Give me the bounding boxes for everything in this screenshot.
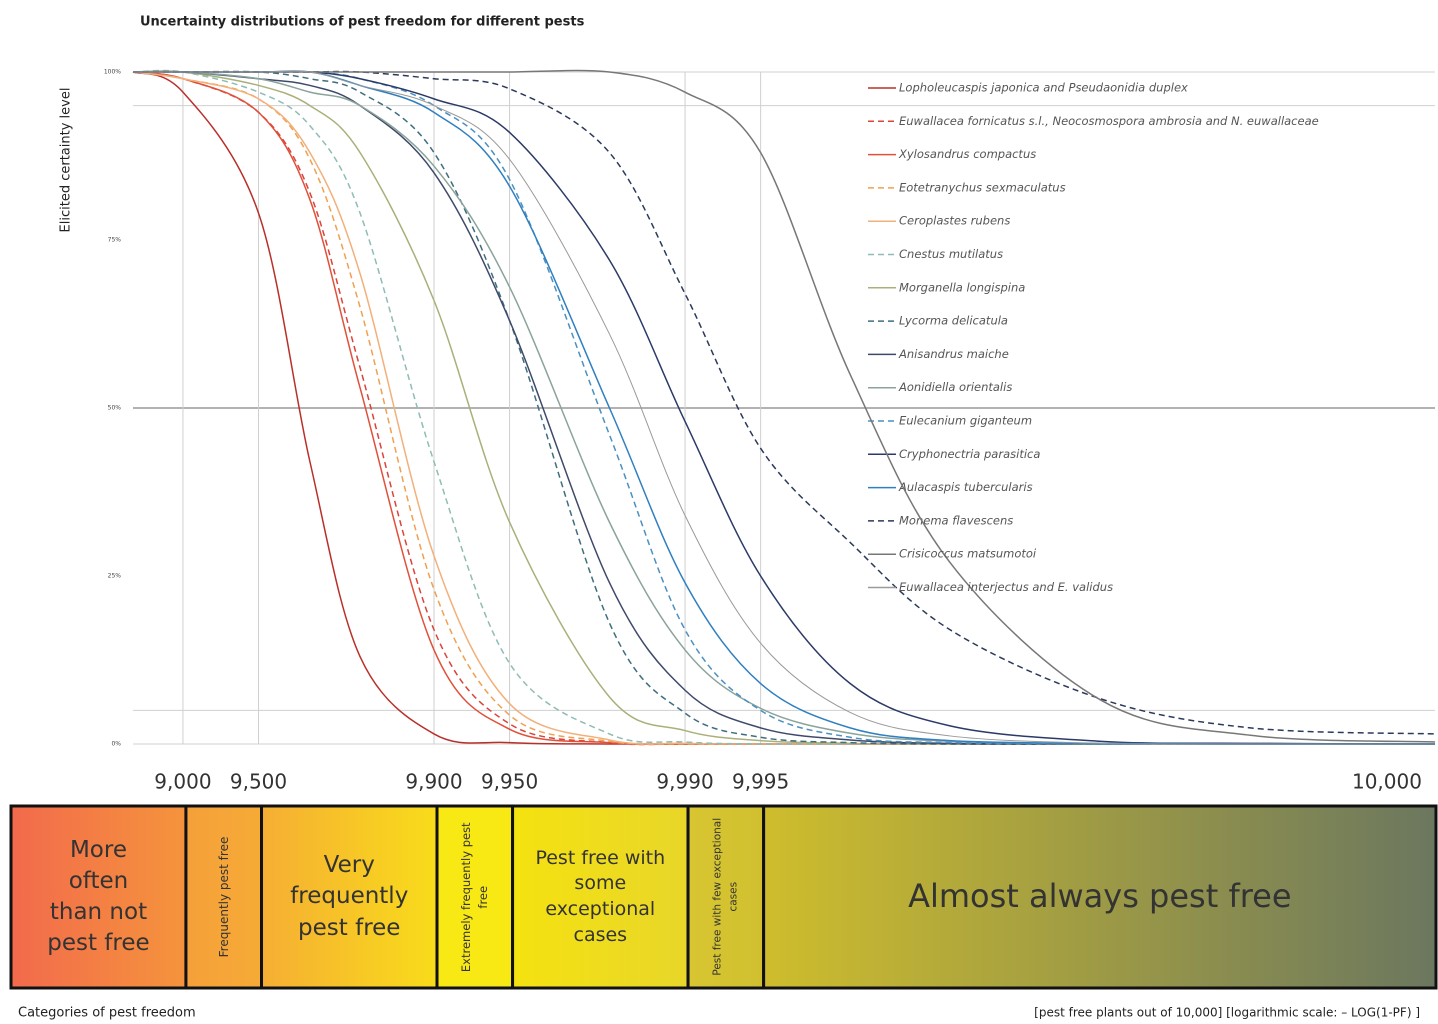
- x-tick-label: 9,900: [405, 770, 462, 794]
- y-tick-label: 75%: [108, 237, 122, 244]
- legend-label: Ceroplastes rubens: [899, 214, 1010, 228]
- y-tick-label: 25%: [108, 573, 122, 580]
- y-tick-label: 0%: [111, 741, 121, 748]
- legend-label: Euwallacea fornicatus s.l., Neocosmospor…: [899, 114, 1319, 128]
- legend-label: Aulacaspis tubercularis: [898, 480, 1033, 494]
- legend-label: Eotetranychus sexmaculatus: [899, 180, 1066, 194]
- category-label-box: Very frequently pest free: [262, 806, 437, 988]
- x-tick-label: 9,990: [656, 770, 713, 794]
- legend-label: Crisicoccus matsumotoi: [899, 547, 1037, 561]
- series-line: [133, 70, 1436, 735]
- legend-label: Cnestus mutilatus: [899, 247, 1003, 261]
- category-label-box: More often than not pest free: [11, 806, 186, 988]
- category-label: Almost always pest free: [908, 877, 1292, 916]
- legend-label: Lycorma delicatula: [899, 314, 1008, 328]
- category-label: Pest free with some exceptional cases: [535, 846, 666, 946]
- series-line: [133, 69, 1436, 743]
- category-box: [686, 804, 766, 990]
- category-label: Frequently pest free: [216, 836, 231, 958]
- legend-label: Lopholeucaspis japonica and Pseudaonidia…: [899, 81, 1188, 95]
- category-label-box: Almost always pest free: [764, 806, 1436, 988]
- x-axis-label: [pest free plants out of 10,000] [logari…: [1034, 1006, 1420, 1020]
- series-line: [133, 70, 1436, 745]
- category-label-box: Extremely frequently pest free: [437, 806, 513, 988]
- category-label-box: Pest free with some exceptional cases: [513, 806, 688, 988]
- x-tick-label: 10,000: [1352, 770, 1422, 794]
- legend-label: Aonidiella orientalis: [898, 380, 1012, 394]
- x-tick-label: 9,500: [230, 770, 287, 794]
- legend-label: Xylosandrus compactus: [898, 147, 1036, 161]
- y-tick-label: 100%: [104, 69, 121, 76]
- y-axis-label: Elicited certainty level: [59, 88, 74, 233]
- category-label-box: Frequently pest free: [186, 806, 262, 988]
- legend-label: Anisandrus maiche: [898, 347, 1009, 361]
- category-label: Pest free with few exceptional cases: [711, 818, 739, 976]
- category-box: [260, 804, 439, 990]
- x-tick-label: 9,995: [732, 770, 789, 794]
- category-box: [511, 804, 690, 990]
- category-label: Very frequently pest free: [290, 852, 409, 941]
- legend-label: Eulecanium giganteum: [899, 414, 1032, 428]
- y-tick-label: 50%: [108, 405, 122, 412]
- category-label: Extremely frequently pest free: [458, 822, 490, 972]
- category-title: Categories of pest freedom: [18, 1006, 196, 1021]
- legend-label: Euwallacea interjectus and E. validus: [899, 580, 1113, 594]
- category-label-box: Pest free with few exceptional cases: [688, 806, 764, 988]
- category-box: [184, 804, 264, 990]
- x-tick-label: 9,950: [481, 770, 538, 794]
- x-tick-label: 9,000: [154, 770, 211, 794]
- category-label: More often than not pest free: [47, 836, 150, 957]
- category-box: [762, 804, 1438, 990]
- legend-label: Cryphonectria parasitica: [899, 447, 1040, 461]
- chart-title: Uncertainty distributions of pest freedo…: [140, 15, 585, 30]
- legend-label: Monema flavescens: [899, 513, 1013, 527]
- legend-label: Morganella longispina: [899, 280, 1025, 294]
